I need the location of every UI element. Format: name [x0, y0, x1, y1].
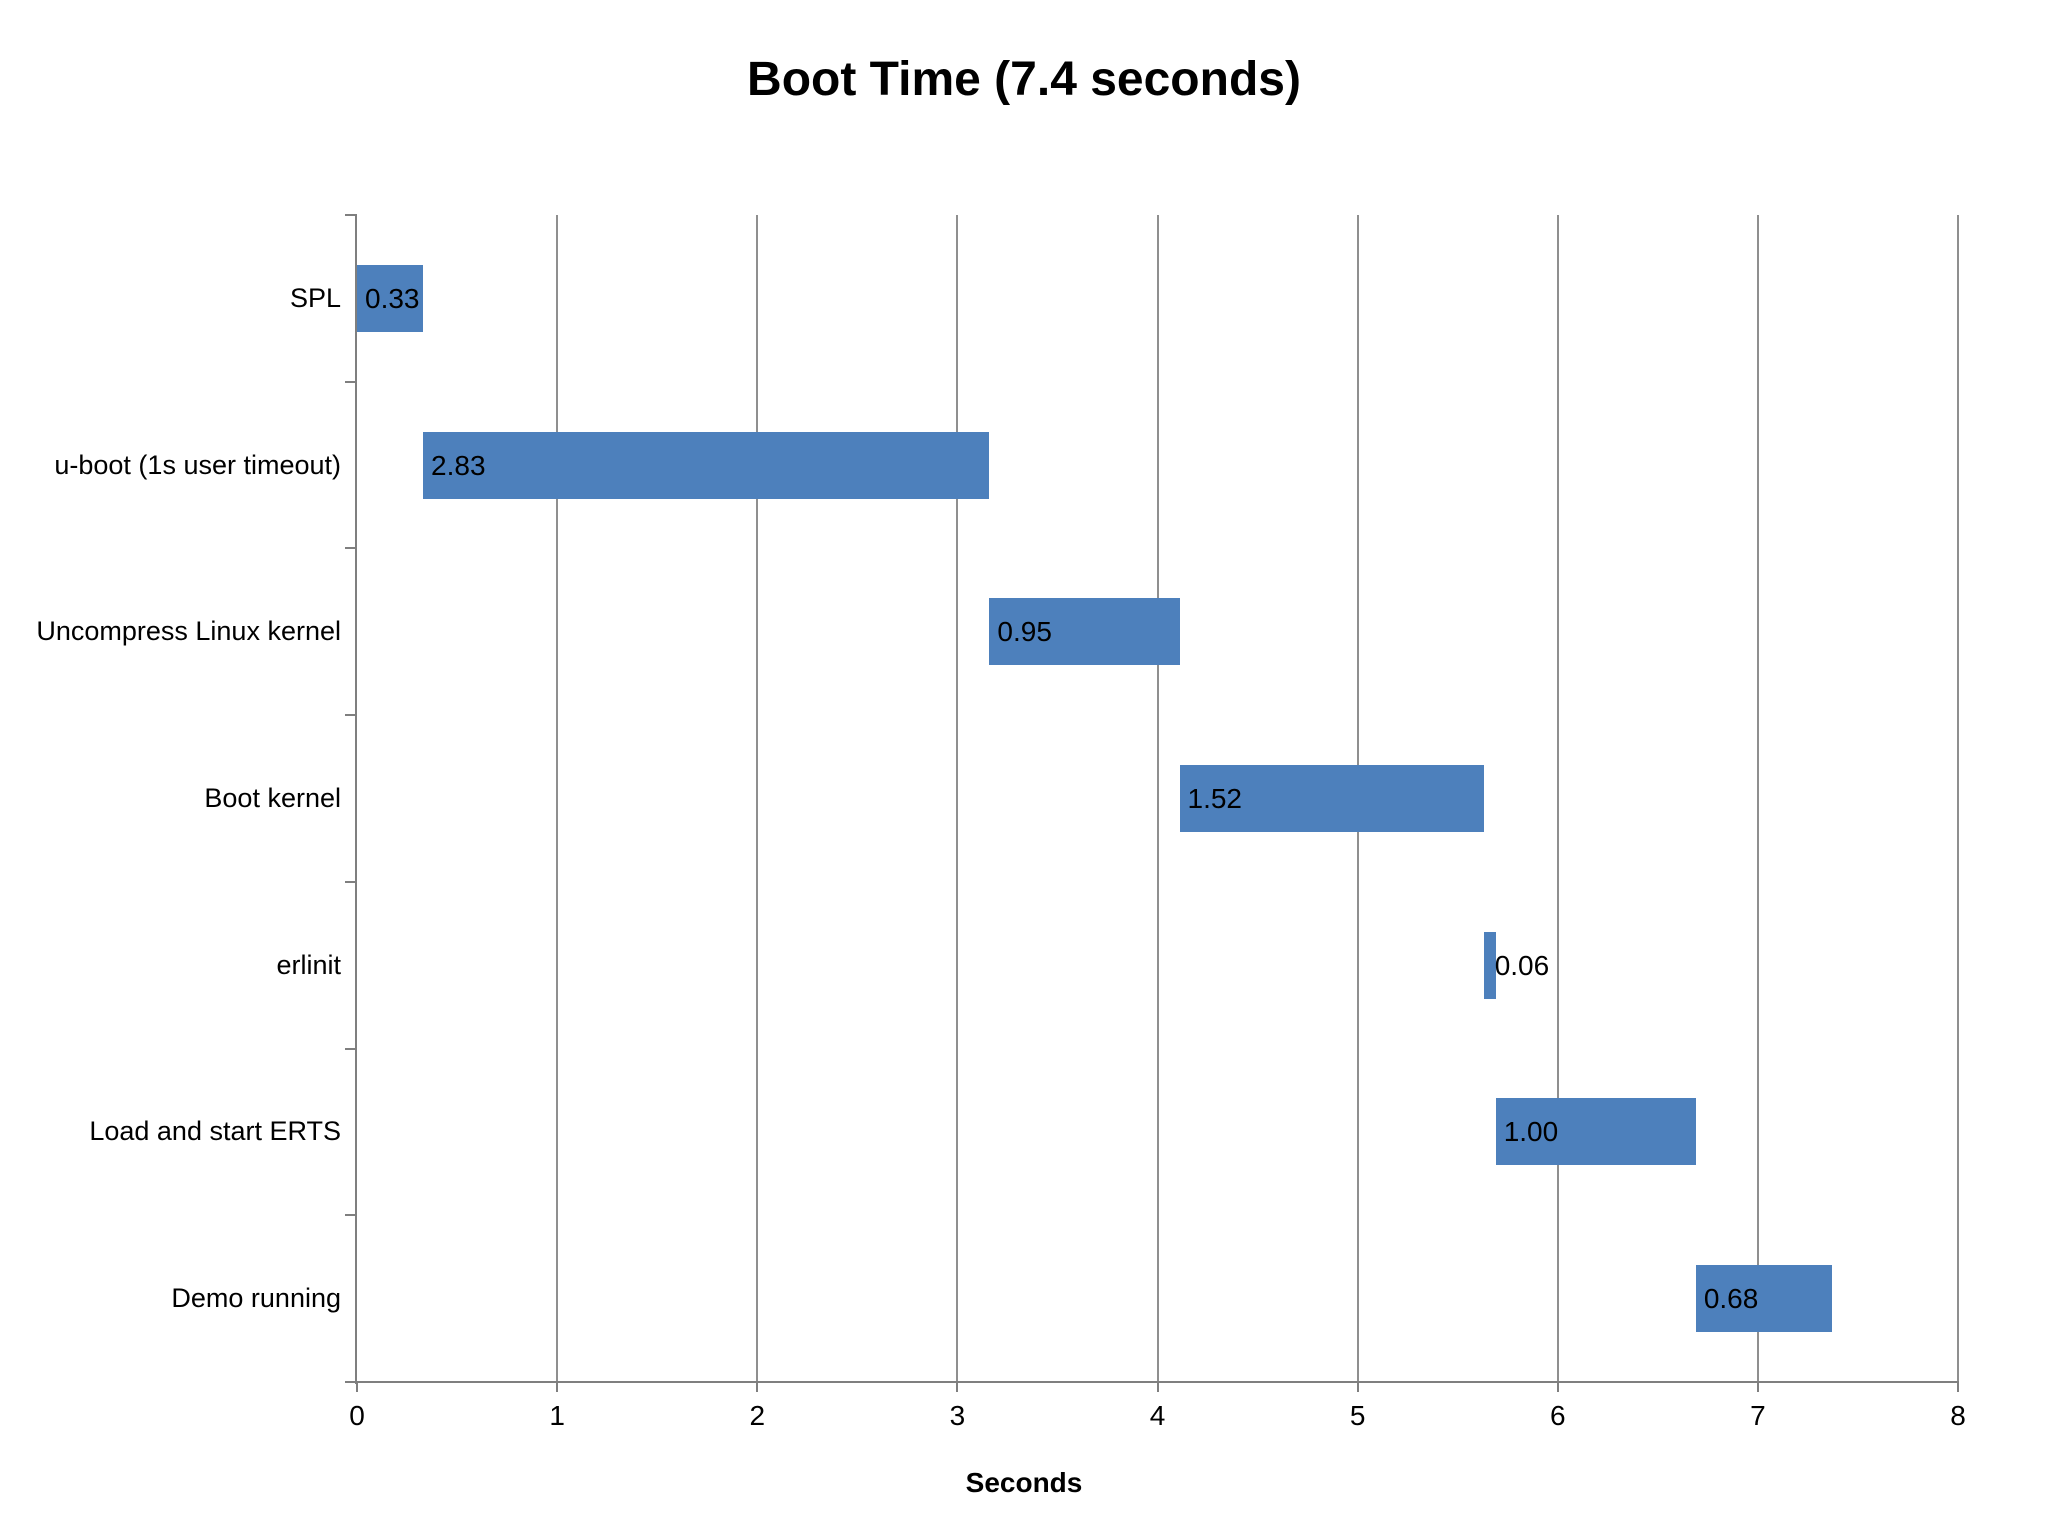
x-tick-label: 7	[1750, 1400, 1766, 1431]
x-axis-title: Seconds	[965, 1467, 1083, 1498]
y-axis-tick	[345, 1047, 357, 1050]
category-label: Demo running	[171, 1283, 341, 1314]
bar-value-label: 0.68	[1703, 1283, 1759, 1315]
x-axis-tick	[756, 1382, 759, 1392]
category-label: Boot kernel	[204, 782, 341, 813]
x-axis-tick	[356, 1382, 358, 1392]
gridline	[1957, 215, 1959, 1382]
x-tick-label: 4	[1149, 1400, 1166, 1431]
x-tick-label: 1	[549, 1400, 565, 1431]
x-tick-label: 5	[1349, 1400, 1366, 1431]
y-axis-tick	[345, 714, 357, 717]
bar-value-label: 0.33	[365, 282, 420, 314]
category-label: SPL	[289, 282, 341, 313]
y-axis-tick	[345, 547, 357, 550]
x-axis-tick	[1356, 1382, 1359, 1392]
bar	[423, 431, 990, 499]
x-axis-tick	[556, 1382, 559, 1392]
y-axis-tick	[345, 1381, 357, 1383]
category-label: Uncompress Linux kernel	[36, 616, 341, 647]
y-axis-tick	[345, 214, 357, 216]
bar	[357, 264, 424, 332]
gridline	[556, 215, 559, 1382]
y-axis-tick	[345, 1214, 357, 1217]
x-tick-label: 0	[349, 1400, 365, 1431]
plot-area: 0.33 2.83 0.95 1.52 0.06 1.00 0.68	[357, 215, 1959, 1382]
bar	[1495, 1098, 1696, 1166]
chart-title: Boot Time (7.4 seconds)	[747, 53, 1301, 106]
gridline	[1156, 215, 1159, 1382]
y-axis-tick	[345, 380, 357, 383]
bar-value-label: 1.00	[1503, 1116, 1559, 1148]
x-axis-tick	[1556, 1382, 1559, 1392]
y-axis-tick	[345, 880, 357, 883]
x-axis-tick	[1957, 1382, 1959, 1392]
gridline	[756, 215, 759, 1382]
y-axis-line	[355, 215, 357, 1384]
bar	[1483, 931, 1496, 999]
bar-value-label: 0.95	[997, 616, 1052, 648]
gridline	[1556, 215, 1559, 1382]
gridline	[1756, 215, 1759, 1382]
x-axis-tick	[956, 1382, 959, 1392]
x-axis-tick	[1156, 1382, 1159, 1392]
x-axis-tick	[1756, 1382, 1759, 1392]
bar	[989, 598, 1180, 666]
x-tick-label: 2	[749, 1400, 766, 1431]
gridline	[956, 215, 959, 1382]
x-tick-label: 3	[949, 1400, 966, 1431]
x-tick-label: 8	[1950, 1400, 1966, 1431]
x-tick-label: 6	[1549, 1400, 1566, 1431]
category-label: Load and start ERTS	[89, 1116, 341, 1147]
bar-value-label: 0.06	[1494, 949, 1550, 981]
bar	[1179, 765, 1484, 832]
bar-value-label: 1.52	[1187, 783, 1243, 814]
bar	[1695, 1265, 1832, 1333]
category-label: erlinit	[276, 949, 341, 980]
bar-value-label: 2.83	[431, 449, 486, 481]
category-label: u-boot (1s user timeout)	[54, 449, 341, 480]
